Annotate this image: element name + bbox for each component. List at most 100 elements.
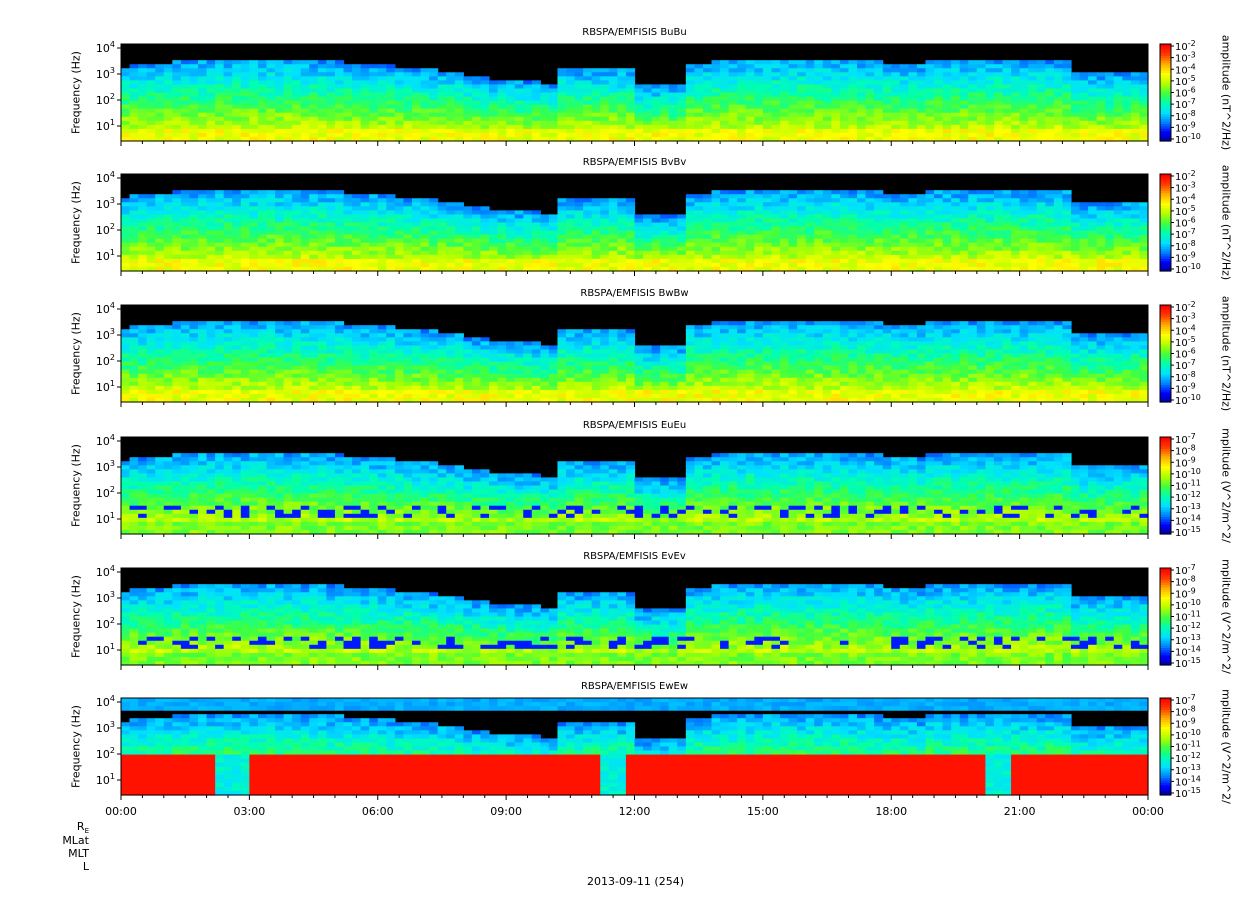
ytick-label: 101 <box>96 248 115 263</box>
spectrogram-cells <box>121 698 1149 796</box>
spectrogram-panel: 10410310210110-710-810-910-1010-1110-121… <box>96 693 1201 800</box>
colorbar-tick-label: 10-7 <box>1175 563 1196 577</box>
panel-title: RBSPA/EMFISIS EuEu <box>582 420 687 431</box>
ephem-mlat: MLat <box>62 834 89 847</box>
ytick-label: 104 <box>96 301 115 316</box>
colorbar-tick-label: 10-2 <box>1175 39 1196 53</box>
colorbar <box>1159 697 1172 796</box>
ytick-label: 104 <box>96 170 115 185</box>
colorbar-tick-label: 10-11 <box>1175 610 1201 624</box>
colorbar <box>1159 43 1172 142</box>
ytick-label: 102 <box>96 616 115 631</box>
ytick-label: 103 <box>96 590 115 605</box>
colorbar-tick-label: 10-2 <box>1175 169 1196 183</box>
xtick-label: 00:00 <box>105 805 137 818</box>
colorbar <box>1159 436 1172 535</box>
colorbar-tick-label: 10-12 <box>1175 621 1201 635</box>
colorbar-tick-label: 10-9 <box>1175 250 1196 264</box>
colorbar-tick-label: 10-8 <box>1175 239 1196 253</box>
ytick-label: 103 <box>96 327 115 342</box>
colorbar-tick-label: 10-9 <box>1175 120 1196 134</box>
ytick-label: 101 <box>96 642 115 657</box>
spectrogram-cells <box>121 584 1149 666</box>
ytick-label: 102 <box>96 222 115 237</box>
colorbar-tick-label: 10-10 <box>1175 393 1201 407</box>
date-label: 2013-09-11 (254) <box>587 875 685 888</box>
ephem-mlt: MLT <box>68 847 89 860</box>
ytick-label: 104 <box>96 564 115 579</box>
ytick-label: 104 <box>96 40 115 55</box>
colorbar-tick-label: 10-13 <box>1175 763 1201 777</box>
colorbar-tick-label: 10-10 <box>1175 262 1201 276</box>
colorbar-tick-label: 10-4 <box>1175 192 1196 206</box>
spectrogram-panel: 104 103 102 101 10-210-310-410-510-610-710-8… <box>96 39 1201 146</box>
colorbar-tick-label: 10-12 <box>1175 490 1201 504</box>
colorbar-tick-label: 10-15 <box>1175 525 1201 539</box>
ytick-label: 101 <box>96 511 115 526</box>
colorbar-tick-label: 10-7 <box>1175 358 1196 372</box>
colorbar-tick-label: 10-10 <box>1175 132 1201 146</box>
ytick-label: 102 <box>96 353 115 368</box>
spectrogram-cells <box>121 321 1149 403</box>
xtick-label: 12:00 <box>619 805 651 818</box>
colorbar-tick-label: 10-7 <box>1175 693 1196 707</box>
colorbar-tick-label: 10-8 <box>1175 705 1196 719</box>
ytick-label: 104 <box>96 433 115 448</box>
ytick-label: 104 <box>96 694 115 709</box>
colorbar-tick-label: 10-7 <box>1175 432 1196 446</box>
ephem-l: L <box>82 860 89 873</box>
colorbar-tick-label: 10-3 <box>1175 312 1196 326</box>
ytick-label: 102 <box>96 485 115 500</box>
colorbar-tick-label: 10-9 <box>1175 586 1196 600</box>
colorbar-tick-label: 10-13 <box>1175 633 1201 647</box>
colorbar-tick-label: 10-3 <box>1175 181 1196 195</box>
spectrogram-panel: 104 103 102 101 10-210-310-410-510-610-710-8… <box>96 169 1201 276</box>
xtick-label: 09:00 <box>490 805 522 818</box>
colorbar-tick-label: 10-6 <box>1175 216 1196 230</box>
colorbar-tick-label: 10-8 <box>1175 444 1196 458</box>
xtick-label: 15:00 <box>747 805 779 818</box>
ytick-label: 101 <box>96 772 115 787</box>
panel-title: RBSPA/EMFISIS EvEv <box>583 551 686 562</box>
ytick-label: 101 <box>96 379 115 394</box>
colorbar-tick-label: 10-15 <box>1175 786 1201 800</box>
colorbar-tick-label: 10-14 <box>1175 774 1201 788</box>
colorbar-tick-label: 10-9 <box>1175 381 1196 395</box>
colorbar-tick-label: 10-8 <box>1175 109 1196 123</box>
spectrogram-cells <box>121 190 1149 272</box>
colorbar-tick-label: 10-7 <box>1175 227 1196 241</box>
colorbar-tick-label: 10-6 <box>1175 86 1196 100</box>
ytick-label: 102 <box>96 92 115 107</box>
ytick-label: 102 <box>96 746 115 761</box>
ytick-label: 103 <box>96 66 115 81</box>
colorbar-tick-label: 10-6 <box>1175 347 1196 361</box>
spectrogram-panel: 10410310210110-710-810-910-1010-1110-121… <box>96 563 1201 670</box>
colorbar-tick-label: 10-12 <box>1175 751 1201 765</box>
colorbar-tick-label: 10-9 <box>1175 716 1196 730</box>
xtick-label: 21:00 <box>1004 805 1036 818</box>
colorbar-tick-label: 10-11 <box>1175 740 1201 754</box>
panel-title: RBSPA/EMFISIS BuBu <box>582 27 687 38</box>
colorbar-tick-label: 10-14 <box>1175 513 1201 527</box>
colorbar-tick-label: 10-3 <box>1175 51 1196 65</box>
colorbar-tick-label: 10-2 <box>1175 300 1196 314</box>
colorbar-tick-label: 10-4 <box>1175 323 1196 337</box>
ytick-label: 103 <box>96 459 115 474</box>
spectrogram-panel: 104 103 102 101 10-210-310-410-510-610-710-8… <box>96 300 1201 407</box>
colorbar-tick-label: 10-4 <box>1175 62 1196 76</box>
ytick-label: 101 <box>96 118 115 133</box>
panel-title: RBSPA/EMFISIS EwEw <box>580 681 689 692</box>
panel-title: RBSPA/EMFISIS BwBw <box>580 288 689 299</box>
colorbar-tick-label: 10-10 <box>1175 728 1201 742</box>
spectrogram-cells <box>121 453 1149 535</box>
panel-title: RBSPA/EMFISIS BvBv <box>582 157 687 168</box>
x-axis: 00:00 03:00 06:00 09:00 12:00 15:00 18:00 21:00… <box>105 805 1164 818</box>
ytick-label: 103 <box>96 196 115 211</box>
xtick-label: 18:00 <box>875 805 907 818</box>
colorbar-tick-label: 10-5 <box>1175 335 1196 349</box>
colorbar-tick-label: 10-14 <box>1175 644 1201 658</box>
colorbar-tick-label: 10-15 <box>1175 656 1201 670</box>
colorbar-tick-label: 10-9 <box>1175 455 1196 469</box>
colorbar-tick-label: 10-10 <box>1175 598 1201 612</box>
